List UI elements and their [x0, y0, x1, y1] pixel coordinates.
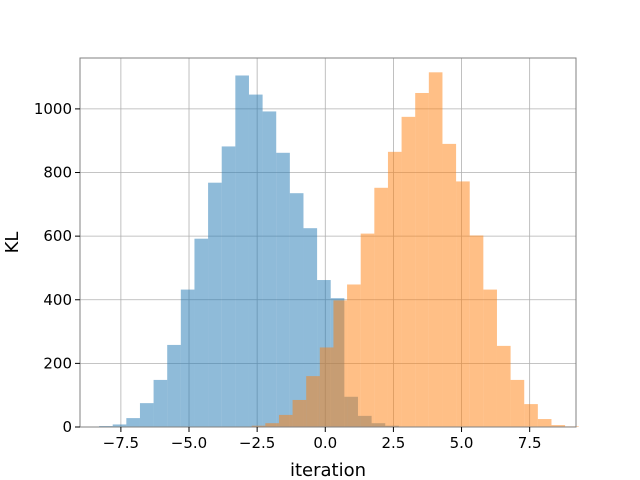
histogram-bar-series-2 [265, 423, 279, 427]
x-tick-label: 5.0 [450, 434, 474, 452]
histogram-bar-series-2 [415, 92, 429, 427]
x-tick-label: 2.5 [381, 434, 405, 452]
histogram-bar-series-2 [347, 284, 361, 427]
histogram-bar-series-2 [333, 300, 348, 427]
histogram-bar-series-1 [235, 75, 249, 427]
histogram-bar-series-1 [276, 152, 290, 427]
histogram-bar-series-1 [167, 344, 181, 427]
histogram-bars [99, 72, 579, 428]
y-tick-label: 0 [62, 418, 72, 436]
histogram-bar-series-2 [278, 414, 293, 427]
histogram-bar-series-2 [319, 347, 334, 427]
histogram-bar-series-2 [251, 425, 266, 427]
histogram-bar-series-2 [292, 399, 307, 427]
histogram-bar-series-2 [469, 235, 484, 427]
x-tick-label: −7.5 [103, 434, 139, 452]
y-tick-label: 1000 [34, 100, 72, 118]
plot-frame [79, 57, 577, 428]
y-axis-label: KL [2, 232, 23, 254]
histogram-bar-series-2 [483, 289, 497, 427]
y-tick-label: 200 [43, 354, 72, 372]
histogram-bar-series-2 [374, 187, 388, 427]
histogram-bar-series-2 [442, 143, 457, 427]
histogram-bar-series-2 [456, 181, 470, 427]
histogram-bar-series-2 [510, 379, 525, 427]
histogram-bar-series-1 [221, 146, 236, 428]
histogram-bar-series-1 [208, 182, 222, 427]
histogram-bar-series-1 [262, 111, 277, 427]
histogram-bar-series-1 [139, 403, 154, 427]
x-tick-label: 7.5 [518, 434, 542, 452]
histogram-bar-series-2 [537, 419, 552, 427]
histogram-bar-series-2 [551, 425, 566, 427]
histogram-bar-series-1 [153, 379, 168, 427]
histogram-bar-series-1 [126, 418, 140, 427]
histogram-bar-series-2 [387, 151, 402, 427]
x-tick-label: −2.5 [239, 434, 275, 452]
x-tick-label: −5.0 [171, 434, 207, 452]
histogram-bar-series-2 [524, 404, 538, 427]
x-axis-label: iteration [290, 460, 366, 480]
histogram-bar-series-1 [194, 238, 209, 427]
y-tick-label: 400 [43, 291, 72, 309]
histogram-bar-series-2 [401, 116, 416, 428]
histogram-bar-series-1 [112, 424, 127, 427]
histogram-bar-series-1 [248, 94, 263, 427]
y-tick-label: 800 [43, 164, 72, 182]
histogram-bar-series-1 [180, 289, 195, 427]
histogram-bar-series-2 [428, 72, 443, 428]
histogram-bar-series-2 [496, 345, 511, 427]
axis-ticks: −7.5 −5.0 −2.5 0.0 2.5 5.0 7.5 0 200 400 600 800 100… [34, 100, 542, 452]
histogram-bar-series-1 [289, 193, 304, 427]
x-tick-label: 0.0 [313, 434, 337, 452]
histogram-bar-series-2 [360, 233, 375, 427]
histogram-bar-series-2 [306, 376, 320, 427]
y-tick-label: 600 [43, 227, 72, 245]
